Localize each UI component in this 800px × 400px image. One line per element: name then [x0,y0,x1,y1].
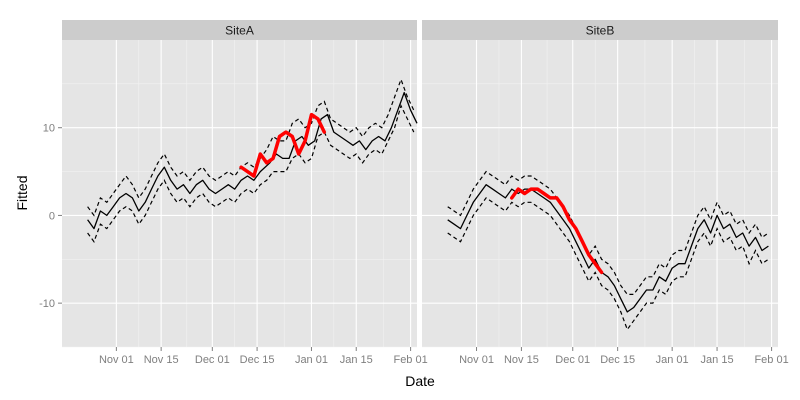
confidence-bounds [87,77,415,243]
plot-background [422,40,778,347]
highlight-segment [239,112,327,178]
y-tick-label: 10 [43,123,55,135]
upper-bound-line [447,170,769,295]
x-tick-label: Dec 01 [555,354,590,366]
x-axis-title: Date [405,373,435,389]
y-tick-label: 0 [49,210,55,222]
panel-sitea: SiteA Nov 01 Nov 15 Dec 01 Dec 15 Jan 01 Jan … [39,20,428,366]
grid-lines [62,40,417,348]
x-tick-label: Nov 01 [99,354,134,366]
x-tick-label: Jan 01 [295,354,328,366]
x-axis: Nov 01 Nov 15 Dec 01 Dec 15 Jan 01 Jan 15 Feb … [459,347,789,366]
fitted-series-line [87,91,418,230]
x-tick-label: Feb 01 [393,354,427,366]
strip-background [62,20,417,40]
y-axis: -10 0 10 [39,123,62,310]
highlight-segment [510,187,604,275]
x-tick-label: Jan 15 [340,354,373,366]
fitted-line [447,184,769,313]
plot-background [62,40,417,347]
y-tick-label: -10 [39,298,55,310]
y-axis-title: Fitted [14,175,30,210]
x-tick-label: Nov 15 [144,354,179,366]
x-tick-label: Dec 15 [240,354,275,366]
x-tick-label: Dec 15 [600,354,635,366]
fitted-series-line [447,184,769,313]
x-tick-label: Feb 01 [754,354,788,366]
x-tick-label: Nov 15 [504,354,539,366]
fitted-line [87,91,418,230]
lower-bound-line [447,197,769,331]
strip-label-siteb: SiteB [586,24,615,38]
panel-siteb: SiteB Nov 01 Nov 15 Dec 01 Dec 15 Jan 01 Jan … [422,20,789,366]
strip-background [422,20,778,40]
x-tick-label: Jan 01 [656,354,689,366]
confidence-bounds [447,170,769,331]
lower-bound-line [87,104,415,243]
x-tick-label: Nov 01 [459,354,494,366]
strip-label-sitea: SiteA [225,24,254,38]
highlight-series-line [510,187,604,275]
x-tick-label: Dec 01 [195,354,230,366]
grid-lines [422,40,778,348]
upper-bound-line [87,77,415,217]
highlight-series-line [239,112,327,178]
x-tick-label: Jan 15 [701,354,734,366]
x-axis: Nov 01 Nov 15 Dec 01 Dec 15 Jan 01 Jan 15 Feb … [99,347,428,366]
